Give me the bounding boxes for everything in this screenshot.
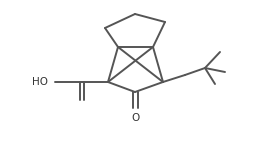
Text: HO: HO: [32, 77, 48, 87]
Text: O: O: [131, 113, 139, 123]
